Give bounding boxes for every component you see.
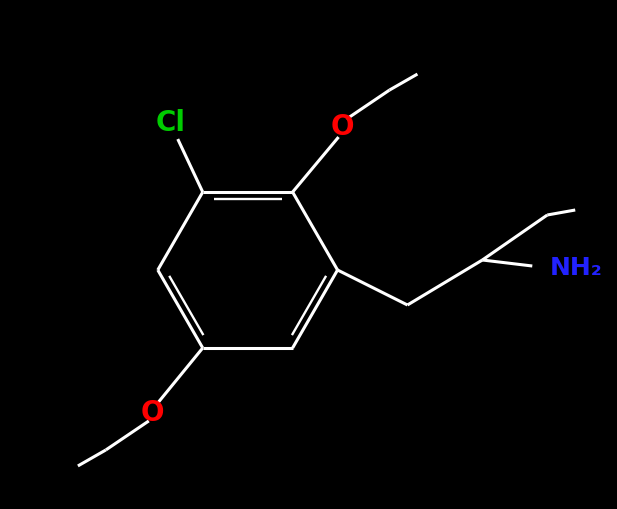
Text: O: O bbox=[331, 113, 354, 141]
Text: O: O bbox=[141, 399, 165, 427]
Text: Cl: Cl bbox=[155, 109, 186, 137]
Text: NH₂: NH₂ bbox=[549, 256, 602, 280]
